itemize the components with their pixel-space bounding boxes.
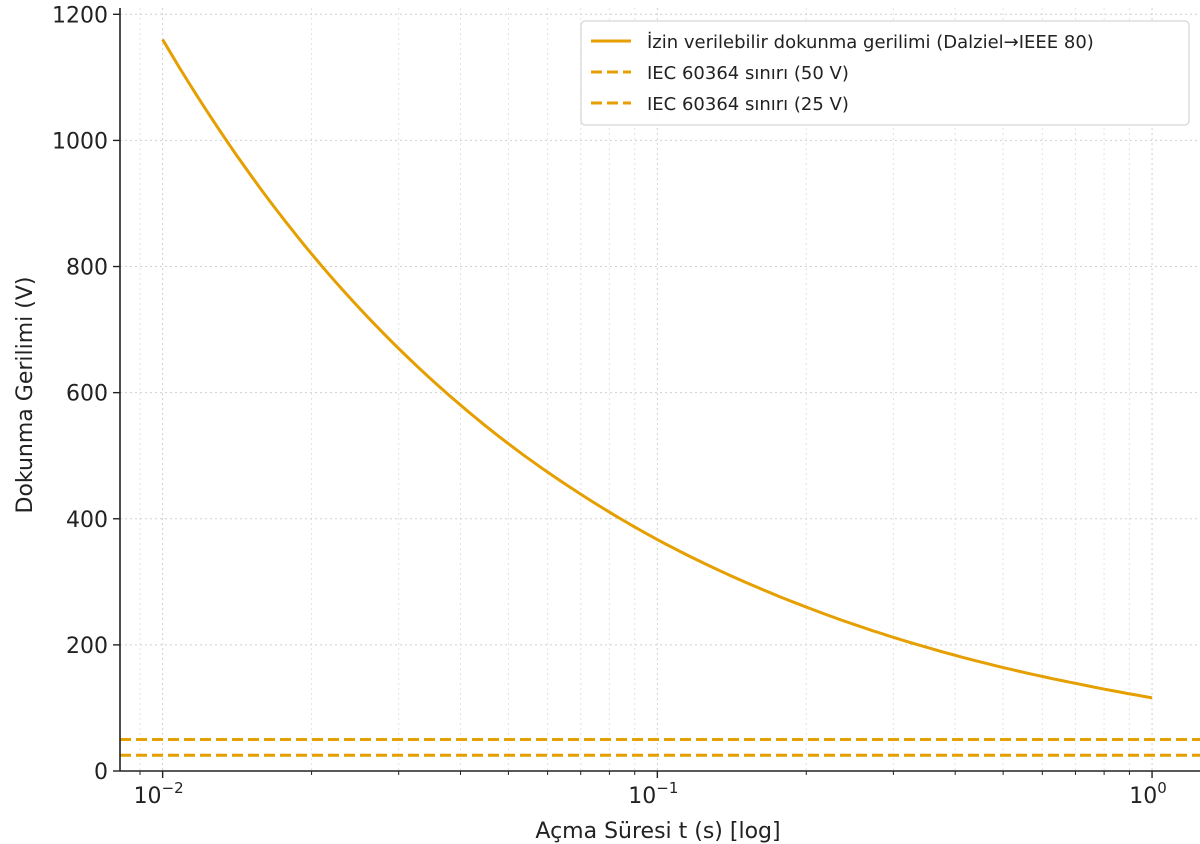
legend-box: [580, 20, 1190, 126]
y-tick-label-0: 0: [94, 760, 108, 785]
y-tick-label-6: 1200: [52, 3, 108, 28]
series-layer: [120, 38, 1200, 757]
y-tick-label-3: 600: [66, 382, 108, 407]
axes: [119, 8, 1200, 772]
y-ticks: 0 200 400 600 800 1000 1200: [52, 3, 120, 785]
legend-label-2: IEC 60364 sınırı (25 V): [647, 94, 849, 115]
series-line-0: [161, 38, 1153, 700]
x-axis-label: Açma Süresi t (s) [log]: [535, 819, 780, 844]
legend-label-0: İzin verilebilir dokunma gerilimi (Dalzi…: [647, 32, 1094, 53]
x-tick-label-0: 10−2: [134, 779, 184, 809]
x-tick-exponent-0: −2: [162, 779, 184, 797]
x-tick-label-2: 100: [1129, 779, 1167, 809]
legend: İzin verilebilir dokunma gerilimi (Dalzi…: [580, 20, 1190, 126]
x-ticks: 10−2 10−1 100: [134, 771, 1167, 809]
y-axis-label: Dokunma Gerilimi (V): [13, 277, 38, 514]
x-tick-label-1: 10−1: [628, 779, 678, 809]
y-tick-label-5: 1000: [52, 129, 108, 154]
y-tick-label-1: 200: [66, 634, 108, 659]
legend-label-1: IEC 60364 sınırı (50 V): [647, 63, 849, 84]
x-tick-exponent-1: −1: [656, 779, 678, 797]
x-tick-exponent-2: 0: [1157, 779, 1167, 797]
y-tick-label-2: 400: [66, 508, 108, 533]
y-tick-label-4: 800: [66, 256, 108, 281]
